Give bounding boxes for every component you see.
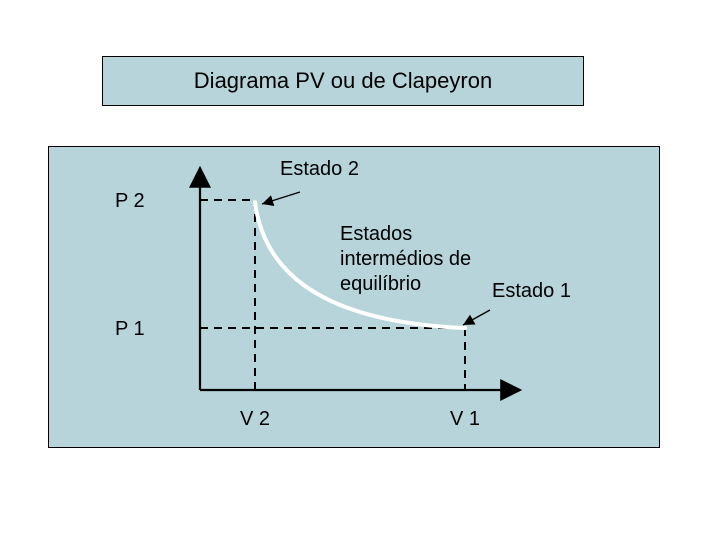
label-intermedios: Estadosintermédios deequilíbrio: [340, 222, 471, 297]
label-intermedios-l3: equilíbrio: [340, 272, 471, 297]
label-estado1: Estado 1: [492, 280, 571, 303]
label-p2: P 2: [115, 190, 145, 213]
label-intermedios-l2: intermédios de: [340, 247, 471, 272]
label-v2: V 2: [240, 408, 270, 431]
label-p1: P 1: [115, 318, 145, 341]
label-v1: V 1: [450, 408, 480, 431]
label-intermedios-l1: Estados: [340, 222, 471, 247]
label-estado2: Estado 2: [280, 158, 359, 181]
arrow-estado1: [463, 310, 490, 325]
arrow-estado2: [262, 192, 300, 204]
